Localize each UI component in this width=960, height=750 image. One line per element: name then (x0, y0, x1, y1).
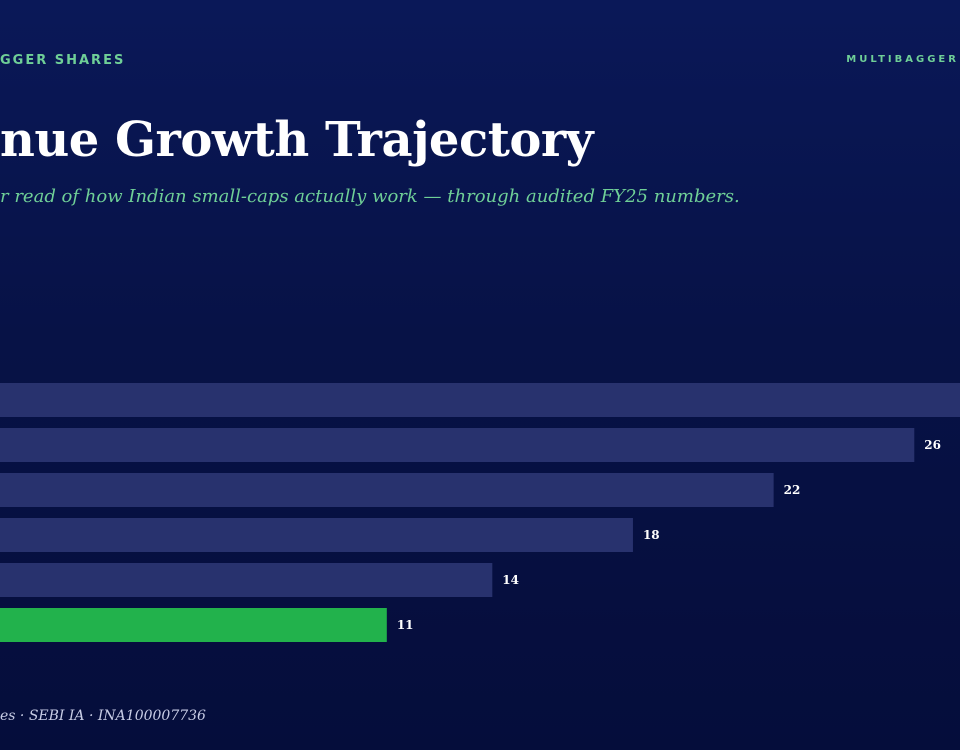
bar-label-5: 11 (397, 618, 414, 632)
bar-label-3: 18 (643, 528, 660, 542)
bar-label-4: 14 (502, 573, 519, 587)
bar-0 (0, 383, 960, 417)
chart-subtitle: r read of how Indian small-caps actually… (0, 186, 740, 207)
bar-label-1: 26 (924, 438, 941, 452)
bar-4 (0, 563, 493, 597)
bar-label-2: 22 (784, 483, 801, 497)
bar-2 (0, 473, 774, 507)
bar-1 (0, 428, 915, 462)
bar-3 (0, 518, 633, 552)
chart-title: nue Growth Trajectory (0, 112, 594, 168)
bar-5 (0, 608, 387, 642)
footer-disclaimer: es · SEBI IA · INA100007736 (0, 708, 206, 724)
brand-header: GGER SHARES (0, 53, 126, 68)
brand-tag: MULTIBAGGER · D (846, 54, 960, 65)
